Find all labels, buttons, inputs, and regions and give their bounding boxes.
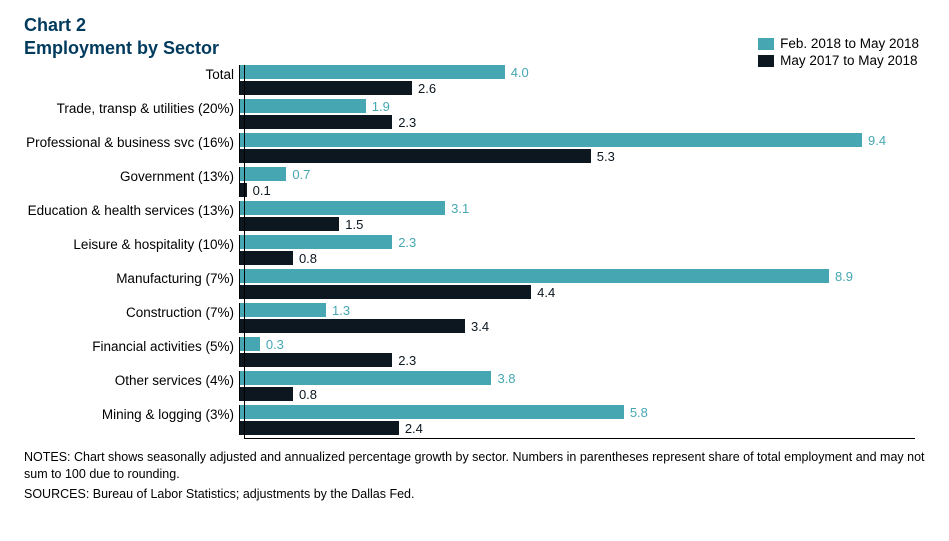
category-row: Mining & logging (3%)5.82.4 (24, 405, 915, 435)
bar-value-label: 3.8 (497, 371, 515, 386)
notes-text: NOTES: Chart shows seasonally adjusted a… (24, 449, 925, 483)
category-row: Financial activities (5%)0.32.3 (24, 337, 915, 367)
bars-group: 4.0 2.6 (239, 65, 915, 95)
bar-value-label: 9.4 (868, 133, 886, 148)
bar: 2.6 (240, 81, 412, 95)
bar-value-label: 0.1 (253, 183, 271, 198)
y-axis-line (244, 65, 245, 439)
category-row: Other services (4%)3.80.8 (24, 371, 915, 401)
bar: 3.1 (240, 201, 445, 215)
bar-value-label: 4.0 (511, 65, 529, 80)
bar: 0.7 (240, 167, 286, 181)
bars-group: 0.32.3 (239, 337, 915, 367)
bar: 1.9 (240, 99, 366, 113)
bar: 4.0 (240, 65, 505, 79)
bar: 1.3 (240, 303, 326, 317)
bar-value-label: 5.3 (597, 149, 615, 164)
bar-value-label: 4.4 (537, 285, 555, 300)
bar: 5.3 (240, 149, 591, 163)
category-row: Construction (7%)1.33.4 (24, 303, 915, 333)
category-row: Total4.02.6 (24, 65, 915, 95)
bar-value-label: 3.1 (451, 201, 469, 216)
bars-group: 0.7 0.1 (239, 167, 915, 197)
bar: 0.8 (240, 387, 293, 401)
bar: 0.3 (240, 337, 260, 351)
bar-value-label: 0.8 (299, 251, 317, 266)
bar: 2.3 (240, 353, 392, 367)
bar: 3.4 (240, 319, 465, 333)
category-label: Trade, transp & utilities (20%) (24, 99, 239, 129)
footnotes: NOTES: Chart shows seasonally adjusted a… (24, 449, 925, 503)
bar-value-label: 8.9 (835, 269, 853, 284)
bar-value-label: 2.3 (398, 353, 416, 368)
bar-value-label: 0.3 (266, 337, 284, 352)
bars-group: 3.1 1.5 (239, 201, 915, 231)
category-label: Financial activities (5%) (24, 337, 239, 367)
category-label: Government (13%) (24, 167, 239, 197)
category-label: Education & health services (13%) (24, 201, 239, 231)
bar: 0.8 (240, 251, 293, 265)
category-label: Leisure & hospitality (10%) (24, 235, 239, 265)
bar-value-label: 2.6 (418, 81, 436, 96)
legend-swatch (758, 38, 774, 50)
category-row: Trade, transp & utilities (20%)1.92.3 (24, 99, 915, 129)
bar: 8.9 (240, 269, 829, 283)
bars-group: 2.3 0.8 (239, 235, 915, 265)
bars-group: 9.4 5.3 (239, 133, 915, 163)
category-label: Manufacturing (7%) (24, 269, 239, 299)
category-row: Manufacturing (7%)8.94.4 (24, 269, 915, 299)
bar-value-label: 2.3 (398, 235, 416, 250)
category-row: Professional & business svc (16%)9.45.3 (24, 133, 915, 163)
category-row: Education & health services (13%)3.11.5 (24, 201, 915, 231)
bar-value-label: 0.7 (292, 167, 310, 182)
bar-value-label: 3.4 (471, 319, 489, 334)
bar: 9.4 (240, 133, 862, 147)
legend-label: Feb. 2018 to May 2018 (780, 36, 919, 51)
bar: 1.5 (240, 217, 339, 231)
bar: 2.4 (240, 421, 399, 435)
bar-value-label: 0.8 (299, 387, 317, 402)
bar-value-label: 1.9 (372, 99, 390, 114)
category-row: Leisure & hospitality (10%)2.30.8 (24, 235, 915, 265)
bar: 4.4 (240, 285, 531, 299)
bars-group: 1.92.3 (239, 99, 915, 129)
bars-group: 1.33.4 (239, 303, 915, 333)
legend-item: Feb. 2018 to May 2018 (758, 36, 919, 51)
bar-value-label: 5.8 (630, 405, 648, 420)
x-axis-line (244, 438, 915, 439)
bar: 3.8 (240, 371, 491, 385)
chart-super-title: Chart 2 (24, 14, 925, 37)
category-label: Professional & business svc (16%) (24, 133, 239, 163)
bars-group: 8.9 4.4 (239, 269, 915, 299)
plot-area: Total4.02.6Trade, transp & utilities (20… (244, 65, 915, 439)
bars-group: 3.8 0.8 (239, 371, 915, 401)
category-label: Other services (4%) (24, 371, 239, 401)
category-label: Construction (7%) (24, 303, 239, 333)
sources-text: SOURCES: Bureau of Labor Statistics; adj… (24, 486, 925, 503)
category-label: Mining & logging (3%) (24, 405, 239, 435)
bar-value-label: 1.3 (332, 303, 350, 318)
bar-value-label: 2.3 (398, 115, 416, 130)
bar-value-label: 1.5 (345, 217, 363, 232)
category-row: Government (13%)0.70.1 (24, 167, 915, 197)
bar: 2.3 (240, 235, 392, 249)
chart-container: Chart 2 Employment by Sector Feb. 2018 t… (0, 0, 949, 541)
bar: 2.3 (240, 115, 392, 129)
bar-value-label: 2.4 (405, 421, 423, 436)
category-label: Total (24, 65, 239, 95)
bars-group: 5.8 2.4 (239, 405, 915, 435)
bar: 5.8 (240, 405, 624, 419)
